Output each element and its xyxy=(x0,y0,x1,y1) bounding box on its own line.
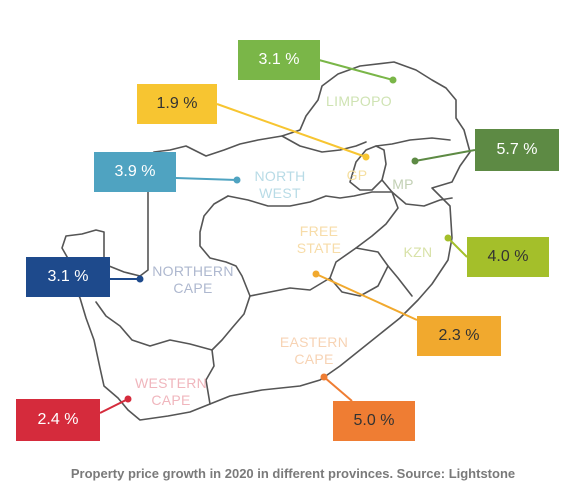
value-box-limpopo: 3.1 % xyxy=(238,40,320,80)
value-label-north-west: 3.9 % xyxy=(114,163,156,180)
value-box-gp: 1.9 % xyxy=(137,84,217,124)
province-label-eastern-cape: EASTERN CAPE xyxy=(280,334,348,367)
marker-dot-mp xyxy=(411,157,419,165)
province-label-gp: GP xyxy=(347,167,368,183)
value-label-gp: 1.9 % xyxy=(156,95,198,112)
gauteng-outline xyxy=(349,145,387,191)
marker-dot-limpopo xyxy=(389,76,397,84)
value-box-western-cape: 2.4 % xyxy=(16,399,100,441)
marker-dot-gp xyxy=(362,153,370,161)
value-label-eastern-cape: 5.0 % xyxy=(353,412,395,429)
border-north-west xyxy=(227,191,393,207)
figure-caption: Property price growth in 2020 in differe… xyxy=(70,466,516,481)
value-label-limpopo: 3.1 % xyxy=(258,51,300,68)
border-limpopo-mp xyxy=(375,137,451,147)
province-labels: LIMPOPO GP NORTH WEST MP KZN FREE STATE NORTHERN… xyxy=(135,93,433,408)
border-limpopo-north-west xyxy=(281,135,367,153)
border-free-state-eastern-cape xyxy=(249,277,331,297)
leader-line-north-west xyxy=(175,177,238,181)
leader-line-kzn xyxy=(447,237,468,258)
leader-line-mp xyxy=(414,149,476,162)
marker-dot-free-state xyxy=(312,270,320,278)
province-label-north-west: NORTH WEST xyxy=(254,168,305,201)
leader-line-gp xyxy=(216,103,367,158)
value-box-northern-cape: 3.1 % xyxy=(26,257,110,297)
leader-line-free-state xyxy=(315,273,418,321)
province-label-mp: MP xyxy=(392,176,414,192)
province-label-free-state: FREE STATE xyxy=(297,223,342,256)
value-label-northern-cape: 3.1 % xyxy=(47,268,89,285)
province-label-limpopo: LIMPOPO xyxy=(326,93,392,109)
province-label-northern-cape: NORTHERN CAPE xyxy=(152,263,233,296)
value-box-kzn: 4.0 % xyxy=(467,237,549,277)
marker-dot-northern-cape xyxy=(136,275,144,283)
value-box-north-west: 3.9 % xyxy=(94,152,176,192)
border-northern-cape xyxy=(95,195,251,351)
border-free-state xyxy=(355,191,399,249)
value-label-free-state: 2.3 % xyxy=(438,327,480,344)
marker-dot-kzn xyxy=(444,234,452,242)
border-mp-south xyxy=(381,179,453,207)
province-borders xyxy=(61,61,471,421)
leader-line-eastern-cape xyxy=(323,376,353,402)
province-label-western-cape: WESTERN CAPE xyxy=(135,375,207,408)
leader-line-western-cape xyxy=(99,398,129,414)
leader-line-limpopo xyxy=(318,59,394,81)
value-box-free-state: 2.3 % xyxy=(417,316,501,356)
marker-dot-north-west xyxy=(233,176,241,184)
value-label-mp: 5.7 % xyxy=(496,141,538,158)
value-box-eastern-cape: 5.0 % xyxy=(333,401,415,441)
value-label-western-cape: 2.4 % xyxy=(37,411,79,428)
value-label-kzn: 4.0 % xyxy=(487,248,529,265)
border-kzn-eastern-cape xyxy=(387,265,413,297)
leader-lines xyxy=(99,59,476,414)
marker-dot-western-cape xyxy=(124,395,132,403)
country-outline xyxy=(61,61,471,421)
value-box-mp: 5.7 % xyxy=(475,129,559,171)
marker-dot-eastern-cape xyxy=(320,373,328,381)
border-western-eastern-cape xyxy=(205,349,215,405)
province-label-kzn: KZN xyxy=(404,244,433,260)
